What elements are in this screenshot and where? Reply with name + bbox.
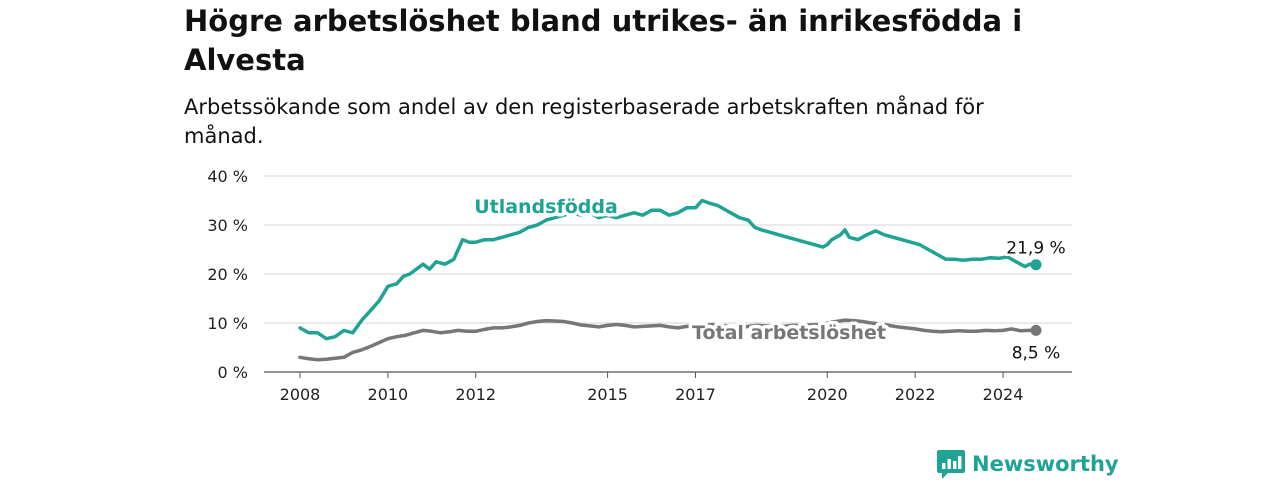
x-tick-label: 2008 (280, 385, 321, 404)
end-value-label: 21,9 % (1006, 239, 1065, 259)
y-tick-label: 0 % (218, 363, 248, 382)
brand: Newsworthy (936, 447, 1119, 481)
x-tick-label: 2022 (895, 385, 936, 404)
x-tick-label: 2020 (807, 385, 848, 404)
y-tick-label: 10 % (207, 314, 248, 333)
x-tick-label: 2010 (368, 385, 409, 404)
x-tick-label: 2015 (587, 385, 628, 404)
grid-lines (264, 175, 1072, 373)
chart-title: Högre arbetslöshet bland utrikes- än inr… (184, 4, 1023, 77)
y-axis: 0 % 10 % 20 % 30 % 40 % (207, 167, 248, 382)
series-line-utlandsfodda (298, 198, 1038, 341)
label-layer: Utlandsfödda 21,9 % Total arbetslöshet 8,5 … (471, 193, 1069, 366)
series-line-total (298, 318, 1038, 362)
end-value-label: 8,5 % (1012, 343, 1061, 363)
brand-name: Newsworthy (972, 452, 1119, 476)
chart-subtitle: Arbetssökande som andel av den registerb… (184, 95, 984, 148)
x-tick-label: 2017 (675, 385, 716, 404)
newsworthy-logo-icon (937, 450, 965, 479)
y-tick-label: 30 % (207, 216, 248, 235)
series-end-point (1030, 324, 1042, 336)
series-label: Utlandsfödda (474, 196, 618, 218)
x-tick-label: 2012 (455, 385, 496, 404)
series-layer (298, 198, 1042, 362)
series-end-point (1030, 259, 1042, 271)
y-tick-label: 20 % (207, 265, 248, 284)
y-tick-label: 40 % (207, 167, 248, 186)
x-axis: 2008 2010 2012 2015 2017 2020 2022 2024 (280, 372, 1024, 404)
x-tick-label: 2024 (983, 385, 1024, 404)
series-label: Total arbetslöshet (692, 322, 886, 344)
